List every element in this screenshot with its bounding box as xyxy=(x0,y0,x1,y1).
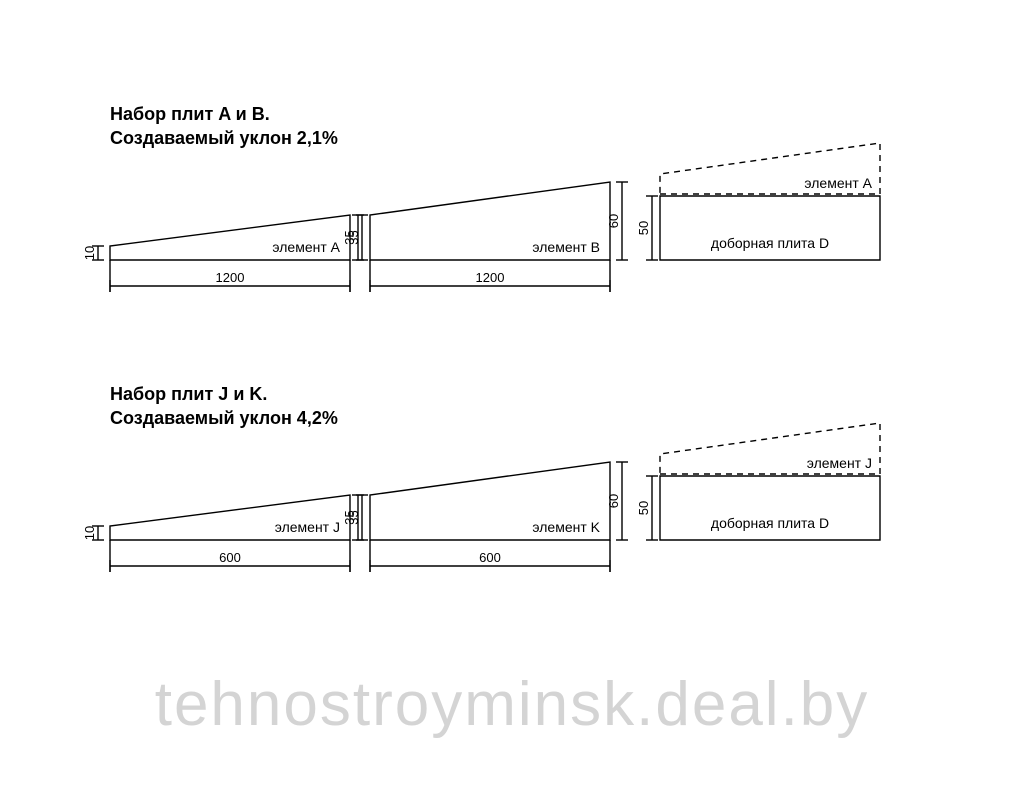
svg-text:1200: 1200 xyxy=(216,270,245,285)
svg-text:60: 60 xyxy=(606,494,621,508)
svg-text:Создаваемый уклон 2,1%: Создаваемый уклон 2,1% xyxy=(110,128,338,148)
svg-text:Создаваемый уклон 4,2%: Создаваемый уклон 4,2% xyxy=(110,408,338,428)
svg-text:элемент B: элемент B xyxy=(532,239,600,255)
svg-text:600: 600 xyxy=(479,550,501,565)
svg-text:35: 35 xyxy=(346,510,361,524)
diagram-canvas: Набор плит A и B. Создаваемый уклон 2,1% э… xyxy=(0,0,1024,800)
svg-text:600: 600 xyxy=(219,550,241,565)
svg-text:60: 60 xyxy=(606,214,621,228)
svg-text:элемент J: элемент J xyxy=(275,519,340,535)
svg-text:Набор плит A и B.: Набор плит A и B. xyxy=(110,104,270,124)
svg-text:1200: 1200 xyxy=(476,270,505,285)
svg-text:10: 10 xyxy=(82,246,97,260)
svg-text:доборная плита D: доборная плита D xyxy=(711,235,829,251)
svg-text:элемент A: элемент A xyxy=(804,175,872,191)
svg-text:50: 50 xyxy=(636,221,651,235)
svg-text:10: 10 xyxy=(82,526,97,540)
svg-text:элемент K: элемент K xyxy=(532,519,600,535)
svg-text:50: 50 xyxy=(636,501,651,515)
svg-text:35: 35 xyxy=(346,230,361,244)
svg-text:элемент J: элемент J xyxy=(807,455,872,471)
svg-text:доборная плита D: доборная плита D xyxy=(711,515,829,531)
svg-text:элемент A: элемент A xyxy=(272,239,340,255)
svg-text:Набор плит J и K.: Набор плит J и K. xyxy=(110,384,267,404)
